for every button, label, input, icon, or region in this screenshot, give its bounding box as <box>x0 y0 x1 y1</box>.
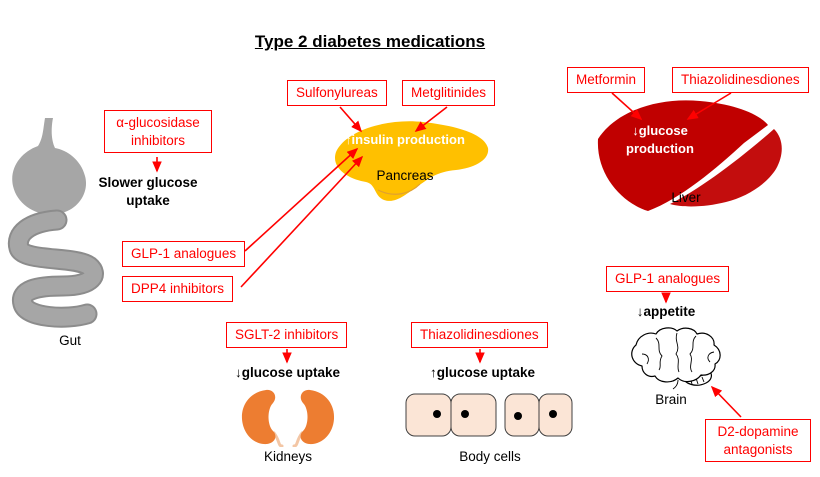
arrow-dpp4-to-pancreas <box>240 155 364 288</box>
cell-icon <box>450 393 497 437</box>
cell-nucleus-icon <box>514 412 522 420</box>
d2-dopamine-antagonists-box: D2-dopamine antagonists <box>705 419 811 463</box>
cerebellum-icon <box>681 370 712 386</box>
pancreas-effect-text: ↑insulin production <box>345 132 465 147</box>
arrow-glp1-to-pancreas <box>244 147 359 252</box>
body-cells-illustration <box>405 393 573 437</box>
kidneys-label: Kidneys <box>263 449 313 464</box>
pancreas-illustration <box>334 121 489 201</box>
gut-effect-text: Slower glucose uptake <box>98 175 198 209</box>
body-cells-label: Body cells <box>459 449 521 464</box>
metformin-box: Metformin <box>567 67 646 93</box>
cell-icon <box>538 393 573 437</box>
dpp4-inhibitors-box: DPP4 inhibitors <box>122 276 234 302</box>
kidneys-illustration <box>241 389 335 447</box>
arrow-d2-dopamine-to-brain <box>710 385 742 418</box>
glp1-analogues-brain-box: GLP-1 analogues <box>606 266 730 292</box>
stomach-icon <box>12 118 87 215</box>
cerebellum-stripes <box>689 376 705 385</box>
cell-icon <box>405 393 452 437</box>
cell-nucleus-icon <box>549 410 557 418</box>
brain-gyri-lines <box>641 332 715 373</box>
diagram-title: Type 2 diabetes medications <box>254 32 486 51</box>
kidney-right-icon <box>300 389 335 445</box>
thiazolidinesdiones-liver-box: Thiazolidinesdiones <box>672 67 809 93</box>
cell-nucleus-icon <box>433 410 441 418</box>
arrow-thiazolidinesdiones-to-liver <box>686 92 732 120</box>
brain-icon <box>631 327 721 383</box>
ureter-left-icon <box>272 431 284 447</box>
ureter-right-icon <box>292 431 304 447</box>
liver-label: Liver <box>671 190 701 205</box>
brain-label: Brain <box>655 392 687 407</box>
metglitinides-box: Metglitinides <box>402 80 496 106</box>
brain-effect-text: ↓appetite <box>636 304 696 319</box>
brain-stem-icon <box>672 379 679 390</box>
gut-label: Gut <box>59 333 81 348</box>
intestines-icon <box>9 211 102 326</box>
thiazolidinesdiones-cells-box: Thiazolidinesdiones <box>411 322 548 348</box>
kidney-left-icon <box>241 389 276 445</box>
pancreas-label: Pancreas <box>376 168 434 183</box>
cell-icon <box>504 393 540 437</box>
brain-illustration <box>631 327 721 390</box>
pancreas-detail-line <box>377 183 421 195</box>
sglt2-inhibitors-box: SGLT-2 inhibitors <box>226 322 348 348</box>
body-cells-effect-text: ↑glucose uptake <box>429 365 536 380</box>
alpha-glucosidase-inhibitors-box: α-glucosidase inhibitors <box>104 110 212 154</box>
arrow-metglitinides-to-pancreas <box>414 106 448 132</box>
kidneys-effect-text: ↓glucose uptake <box>234 365 341 380</box>
cell-nucleus-icon <box>461 410 469 418</box>
glp1-analogues-gut-box: GLP-1 analogues <box>122 241 246 267</box>
liver-effect-text: ↓glucose production <box>626 123 694 156</box>
arrow-metformin-to-liver <box>611 92 643 121</box>
sulfonylureas-box: Sulfonylureas <box>287 80 387 106</box>
intestines-outline-icon <box>7 209 104 328</box>
arrow-sulfonylureas-to-pancreas <box>339 106 363 133</box>
